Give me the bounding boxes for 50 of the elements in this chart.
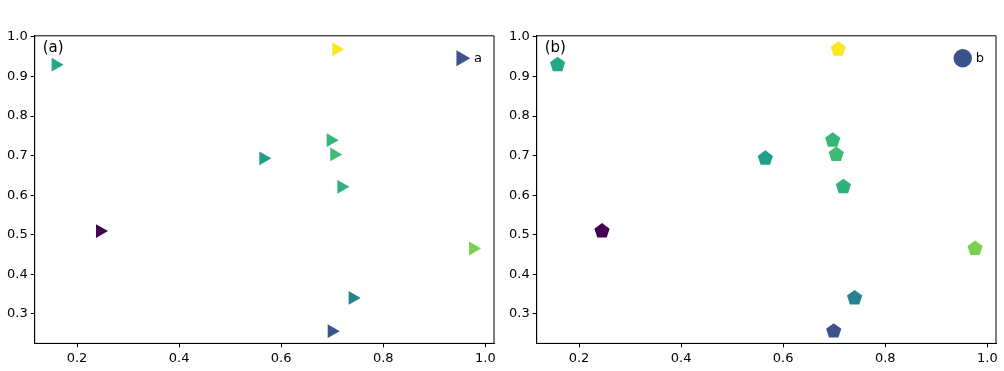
- point: [337, 179, 350, 194]
- x-tick-label: 0.2: [66, 349, 88, 365]
- annotation: (b): [544, 38, 566, 57]
- y-tick-label: 1.0: [6, 28, 28, 44]
- point: [327, 324, 340, 339]
- point: [830, 41, 846, 56]
- legend-label: a: [474, 49, 482, 65]
- x-tick-label: 1.0: [976, 349, 998, 365]
- point: [835, 178, 852, 194]
- point: [757, 150, 773, 165]
- y-tick-label: 0.9: [6, 67, 28, 83]
- point: [967, 240, 983, 255]
- point: [348, 291, 361, 305]
- x-tick-label: 0.6: [772, 349, 794, 365]
- point: [549, 56, 566, 72]
- x-tick-label: 0.6: [270, 349, 292, 365]
- point: [847, 289, 863, 305]
- y-tick-label: 0.7: [6, 146, 28, 162]
- x-tick-label: 1.0: [474, 349, 496, 365]
- point: [326, 133, 339, 148]
- point: [332, 42, 345, 57]
- y-tick-label: 0.6: [508, 186, 530, 202]
- point: [330, 147, 343, 162]
- y-tick-label: 0.3: [508, 305, 530, 321]
- point: [259, 151, 272, 166]
- x-tick-label: 0.8: [874, 349, 896, 365]
- y-tick-label: 0.9: [508, 67, 530, 83]
- point: [828, 146, 844, 161]
- x-tick-label: 0.4: [168, 349, 190, 365]
- point: [594, 223, 610, 238]
- y-tick-label: 0.8: [6, 107, 28, 123]
- x-tick-label: 0.2: [568, 349, 590, 365]
- y-tick-label: 0.3: [6, 305, 28, 321]
- point: [96, 224, 108, 239]
- y-tick-label: 1.0: [508, 28, 530, 44]
- y-tick-label: 0.6: [6, 186, 28, 202]
- y-tick-label: 0.4: [508, 265, 530, 281]
- y-tick-label: 0.7: [508, 146, 530, 162]
- point: [826, 323, 842, 338]
- point: [469, 241, 482, 256]
- x-tick-label: 0.8: [372, 349, 394, 365]
- y-tick-label: 0.5: [508, 226, 530, 242]
- y-tick-label: 0.5: [6, 226, 28, 242]
- point: [51, 57, 64, 72]
- legend-label: b: [975, 49, 985, 65]
- x-tick-label: 0.4: [670, 349, 692, 365]
- annotation: (a): [42, 38, 64, 57]
- y-tick-label: 0.8: [508, 107, 530, 123]
- y-tick-label: 0.4: [6, 265, 28, 281]
- point: [825, 132, 841, 147]
